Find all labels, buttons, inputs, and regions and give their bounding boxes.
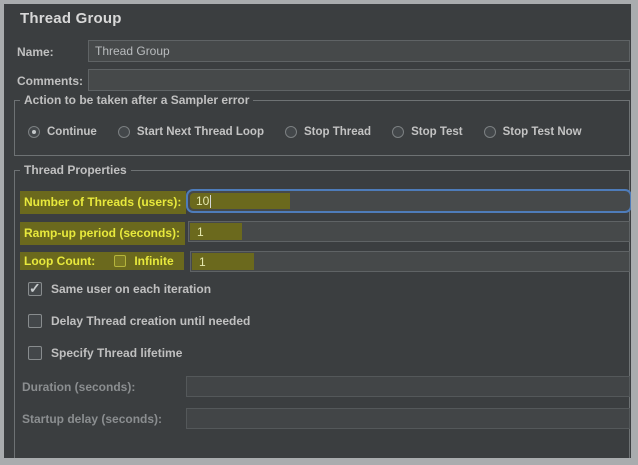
- thread-properties-legend: Thread Properties: [20, 163, 131, 177]
- checkbox-icon[interactable]: [28, 346, 42, 360]
- radio-button-icon[interactable]: [392, 126, 405, 138]
- delay-thread-creation-checkbox-row[interactable]: Delay Thread creation until needed: [28, 314, 250, 328]
- num-threads-value-wrap: 10: [196, 193, 212, 210]
- sampler-error-group: [14, 100, 630, 156]
- infinite-label: Infinite: [134, 254, 174, 268]
- comments-label: Comments:: [17, 74, 84, 88]
- radio-button-icon[interactable]: [284, 126, 297, 138]
- loop-count-value: 1: [199, 255, 206, 269]
- sampler-error-legend: Action to be taken after a Sampler error: [20, 93, 254, 107]
- radio-continue[interactable]: Continue: [28, 126, 97, 138]
- num-threads-label-highlight: Number of Threads (users):: [20, 191, 187, 214]
- ramp-up-label: Ramp-up period (seconds):: [24, 226, 181, 240]
- value-highlight: [190, 193, 290, 209]
- checkbox-icon[interactable]: [28, 314, 42, 328]
- startup-delay-input[interactable]: [186, 408, 630, 429]
- text-cursor: [210, 195, 212, 208]
- startup-delay-label: Startup delay (seconds):: [22, 412, 163, 426]
- name-input[interactable]: Thread Group: [88, 40, 630, 62]
- radio-stop-thread[interactable]: Stop Thread: [284, 126, 372, 138]
- infinite-checkbox[interactable]: [114, 255, 127, 267]
- same-user-checkbox-row[interactable]: Same user on each iteration: [28, 280, 212, 297]
- value-highlight: [192, 253, 254, 270]
- loop-count-value-wrap: 1: [199, 253, 206, 271]
- num-threads-input[interactable]: 10: [186, 189, 631, 213]
- checkbox-icon[interactable]: [28, 280, 42, 297]
- ramp-up-value-wrap: 1: [197, 223, 204, 241]
- num-threads-label: Number of Threads (users):: [24, 195, 182, 209]
- thread-properties-group: [14, 170, 630, 458]
- radio-button-icon[interactable]: [483, 126, 496, 138]
- duration-label: Duration (seconds):: [22, 380, 136, 394]
- checkbox-label: Delay Thread creation until needed: [51, 314, 251, 328]
- ramp-up-label-highlight: Ramp-up period (seconds):: [20, 222, 186, 245]
- num-threads-value: 10: [196, 194, 210, 208]
- sampler-error-options: Continue Start Next Thread Loop Stop Thr…: [28, 124, 582, 140]
- page-title: Thread Group: [20, 10, 122, 27]
- name-label: Name:: [17, 45, 54, 59]
- ramp-up-value: 1: [197, 225, 204, 239]
- radio-button-icon[interactable]: [28, 126, 40, 138]
- radio-label: Stop Thread: [303, 126, 372, 138]
- radio-stop-test-now[interactable]: Stop Test Now: [483, 126, 582, 138]
- radio-start-next-thread-loop[interactable]: Start Next Thread Loop: [117, 126, 264, 138]
- specify-thread-lifetime-checkbox-row[interactable]: Specify Thread lifetime: [28, 346, 182, 360]
- radio-button-icon[interactable]: [117, 126, 130, 138]
- radio-stop-test[interactable]: Stop Test: [392, 126, 463, 138]
- radio-label: Start Next Thread Loop: [136, 126, 264, 138]
- loop-count-label: Loop Count:: [24, 254, 96, 268]
- loop-count-highlight: Loop Count: Infinite: [20, 252, 184, 270]
- checkbox-label: Specify Thread lifetime: [51, 346, 183, 360]
- thread-group-panel: Thread Group Name: Thread Group Comments…: [4, 4, 631, 458]
- value-highlight: [190, 223, 242, 240]
- loop-count-input[interactable]: 1: [190, 251, 630, 272]
- comments-input[interactable]: [88, 69, 630, 91]
- duration-input[interactable]: [186, 376, 630, 397]
- ramp-up-input[interactable]: 1: [188, 221, 630, 242]
- radio-label: Stop Test: [411, 126, 463, 138]
- radio-label: Continue: [47, 126, 97, 138]
- radio-label: Stop Test Now: [502, 126, 582, 138]
- checkbox-label: Same user on each iteration: [51, 282, 212, 296]
